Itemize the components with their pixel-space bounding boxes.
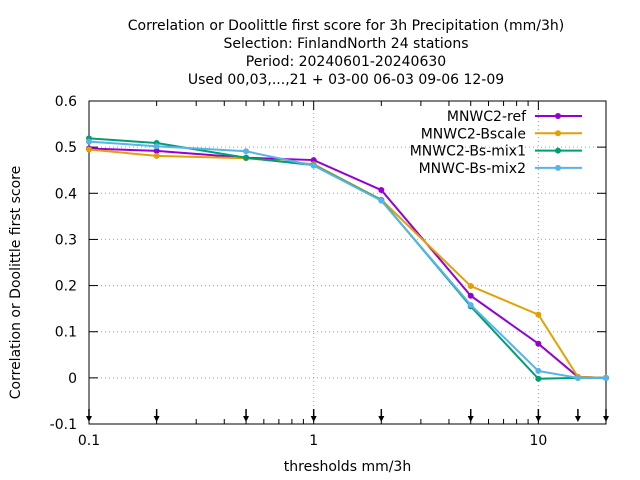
series — [86, 135, 609, 382]
y-tick-label: 0 — [68, 371, 77, 387]
series-MNWC-Bs-mix2 — [86, 138, 609, 381]
data-point — [378, 187, 385, 194]
chart-title-line: Used 00,03,...,21 + 03-00 06-03 09-06 12… — [188, 72, 504, 88]
threshold-arrowhead — [467, 416, 474, 422]
y-tick-label: 0.3 — [55, 232, 77, 248]
threshold-arrowhead — [153, 416, 160, 422]
y-tick-label: 0.1 — [55, 325, 77, 341]
threshold-arrowhead — [310, 416, 317, 422]
data-point — [535, 375, 542, 382]
x-tick-label: 10 — [529, 433, 547, 449]
legend-marker — [555, 147, 561, 154]
data-point — [603, 374, 609, 381]
data-point — [310, 157, 317, 164]
legend-marker — [555, 113, 561, 119]
chart-title-line: Correlation or Doolittle first score for… — [128, 18, 565, 34]
axis-ticks: -0.1 0 0.1 0.2 0.3 0.4 0.5 0.6 0.1 1 10 — [50, 94, 607, 449]
data-point — [535, 311, 542, 318]
data-point — [86, 146, 92, 153]
series-MNWC2-ref — [86, 145, 609, 381]
threshold-arrowhead — [378, 416, 385, 422]
chart-title-line: Period: 20240601-20240630 — [246, 54, 446, 70]
data-point — [310, 162, 317, 169]
data-point — [153, 143, 160, 150]
data-point — [243, 154, 250, 161]
data-point — [535, 340, 542, 347]
data-point — [467, 283, 474, 290]
x-tick-label: 0.1 — [78, 433, 100, 449]
chart-title-line: Selection: FinlandNorth 24 stations — [223, 36, 468, 52]
legend-label: MNWC2-Bscale — [421, 126, 526, 142]
y-tick-label: 0.5 — [55, 140, 77, 156]
data-point — [467, 301, 474, 308]
y-tick-label: 0.4 — [55, 186, 77, 202]
series-MNWC2-Bs-mix1 — [86, 135, 609, 382]
y-tick-label: 0.6 — [55, 94, 77, 110]
legend-label: MNWC2-Bs-mix1 — [410, 144, 526, 160]
plot-frame — [88, 100, 607, 425]
data-point — [243, 148, 250, 155]
data-point — [535, 367, 542, 374]
y-tick-label: -0.1 — [50, 417, 77, 433]
grid — [89, 101, 606, 424]
y-tick-label: 0.2 — [55, 279, 77, 295]
data-point — [86, 138, 92, 145]
x-tick-label: 1 — [309, 433, 318, 449]
threshold-arrowhead — [574, 416, 581, 422]
legend-marker — [555, 130, 561, 137]
chart-title: Correlation or Doolittle first score for… — [128, 18, 565, 88]
y-axis-label: Correlation or Doolittle first score — [8, 166, 24, 399]
data-point — [574, 374, 581, 381]
legend-label: MNWC2-ref — [447, 109, 527, 125]
x-axis-label: thresholds mm/3h — [284, 459, 411, 475]
data-point — [153, 147, 160, 154]
legend-marker — [555, 164, 561, 171]
threshold-arrowhead — [243, 416, 250, 422]
data-point — [467, 292, 474, 299]
threshold-arrows — [86, 409, 609, 422]
threshold-arrowhead — [535, 416, 542, 422]
data-point — [153, 152, 160, 159]
legend-label: MNWC-Bs-mix2 — [419, 161, 526, 177]
data-point — [378, 197, 385, 204]
threshold-arrowhead — [86, 416, 92, 422]
series-line — [88, 140, 606, 379]
threshold-arrowhead — [603, 416, 609, 422]
